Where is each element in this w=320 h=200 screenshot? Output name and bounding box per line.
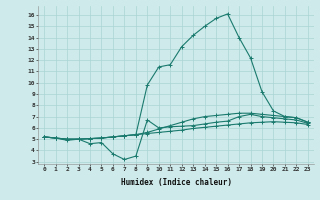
X-axis label: Humidex (Indice chaleur): Humidex (Indice chaleur) (121, 178, 231, 187)
